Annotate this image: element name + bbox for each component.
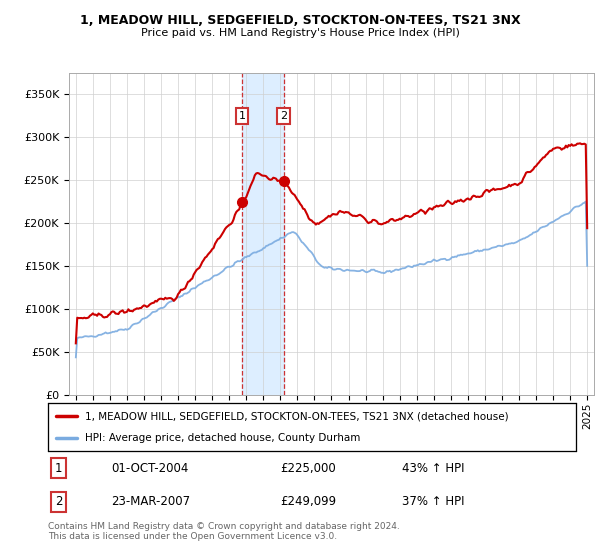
Text: 1: 1 <box>239 111 245 121</box>
Text: Contains HM Land Registry data © Crown copyright and database right 2024.
This d: Contains HM Land Registry data © Crown c… <box>48 522 400 542</box>
Text: 23-MAR-2007: 23-MAR-2007 <box>112 496 190 508</box>
Text: £225,000: £225,000 <box>280 462 336 475</box>
Text: 1, MEADOW HILL, SEDGEFIELD, STOCKTON-ON-TEES, TS21 3NX (detached house): 1, MEADOW HILL, SEDGEFIELD, STOCKTON-ON-… <box>85 411 509 421</box>
Text: 1: 1 <box>55 462 62 475</box>
Text: £249,099: £249,099 <box>280 496 337 508</box>
Text: 37% ↑ HPI: 37% ↑ HPI <box>402 496 464 508</box>
Text: 1, MEADOW HILL, SEDGEFIELD, STOCKTON-ON-TEES, TS21 3NX: 1, MEADOW HILL, SEDGEFIELD, STOCKTON-ON-… <box>80 14 520 27</box>
Text: 43% ↑ HPI: 43% ↑ HPI <box>402 462 464 475</box>
Text: 2: 2 <box>280 111 287 121</box>
Text: HPI: Average price, detached house, County Durham: HPI: Average price, detached house, Coun… <box>85 433 361 443</box>
Text: 2: 2 <box>55 496 62 508</box>
Text: 01-OCT-2004: 01-OCT-2004 <box>112 462 189 475</box>
Bar <box>242 73 284 395</box>
Text: Price paid vs. HM Land Registry's House Price Index (HPI): Price paid vs. HM Land Registry's House … <box>140 28 460 38</box>
